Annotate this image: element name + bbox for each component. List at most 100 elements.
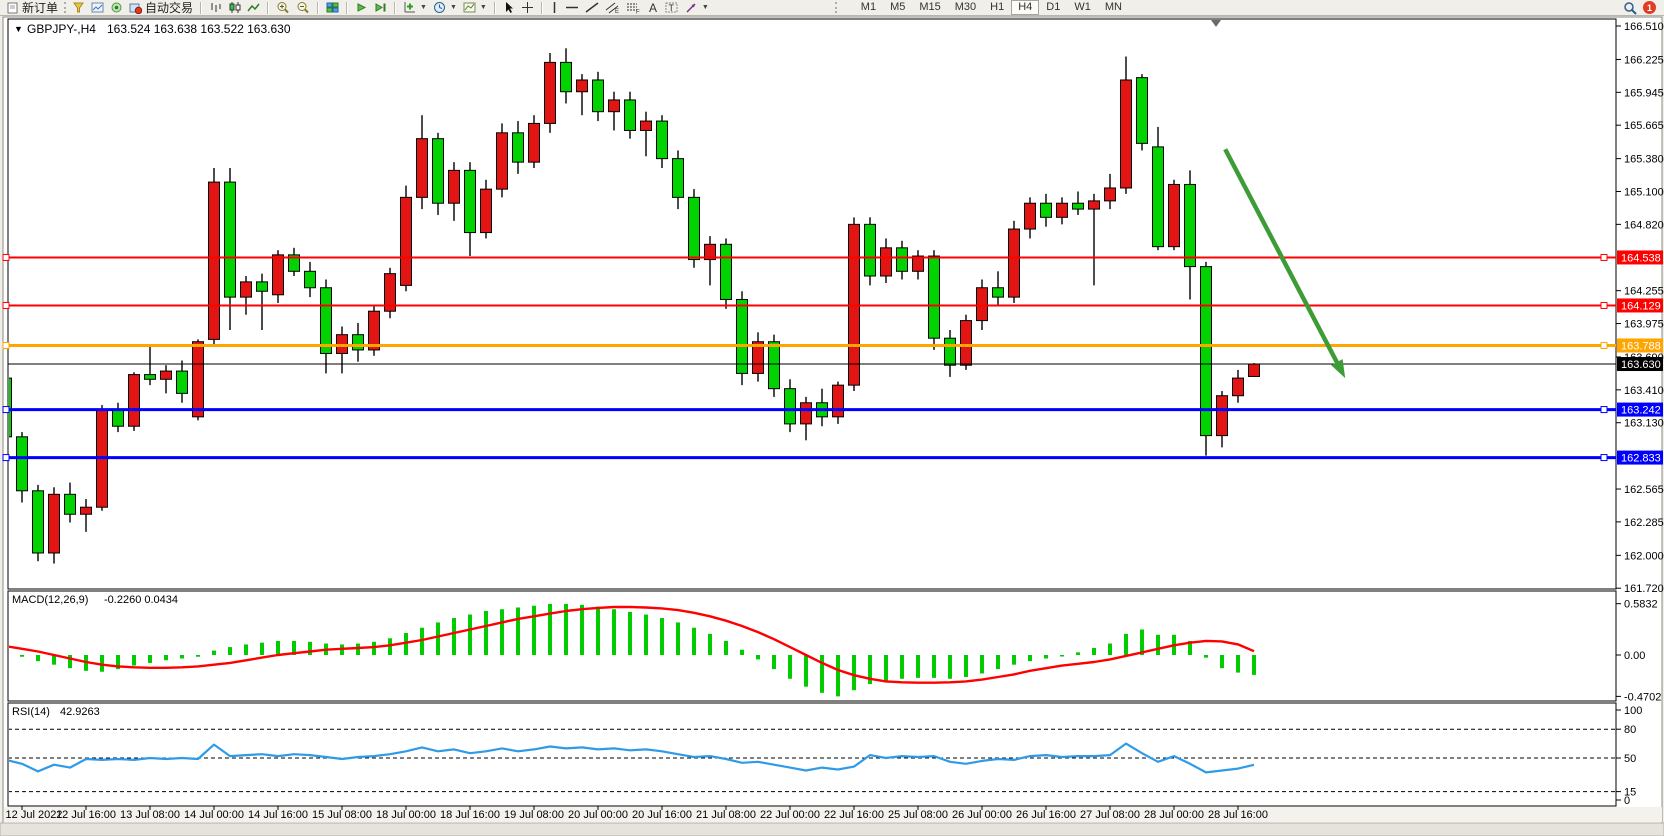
svg-text:166.225: 166.225 xyxy=(1624,54,1664,66)
crosshair-button[interactable] xyxy=(518,1,537,15)
svg-text:14 Jul 00:00: 14 Jul 00:00 xyxy=(184,809,244,821)
svg-text:165.665: 165.665 xyxy=(1624,120,1664,132)
svg-text:164.538: 164.538 xyxy=(1621,252,1661,264)
periods-button[interactable]: ▼ xyxy=(430,1,460,15)
tf-w1-button[interactable]: W1 xyxy=(1074,1,1091,13)
rsi-value: 42.9263 xyxy=(60,706,100,718)
svg-text:19 Jul 08:00: 19 Jul 08:00 xyxy=(504,809,564,821)
tf-h1-button[interactable]: H1 xyxy=(990,1,1005,13)
vertical-line-icon xyxy=(553,2,556,13)
line-chart-icon xyxy=(247,3,260,12)
svg-text:166.510: 166.510 xyxy=(1624,21,1664,33)
trend-arrow-object[interactable] xyxy=(1223,148,1346,379)
svg-text:-0.4702: -0.4702 xyxy=(1624,691,1661,703)
svg-text:162.833: 162.833 xyxy=(1621,453,1661,465)
timeframe-toolbar: M1 M5 M15 M30 H1 H4 D1 W1 MN xyxy=(854,0,1129,15)
svg-text:27 Jul 08:00: 27 Jul 08:00 xyxy=(1080,809,1140,821)
new-order-button[interactable]: 新订单 xyxy=(4,1,61,15)
svg-text:28 Jul 16:00: 28 Jul 16:00 xyxy=(1208,809,1268,821)
svg-text:20 Jul 16:00: 20 Jul 16:00 xyxy=(632,809,692,821)
status-strip xyxy=(0,822,1664,836)
svg-text:26 Jul 16:00: 26 Jul 16:00 xyxy=(1016,809,1076,821)
svg-text:22 Jul 00:00: 22 Jul 00:00 xyxy=(760,809,820,821)
svg-text:15: 15 xyxy=(1624,787,1636,799)
chart-shift-button[interactable] xyxy=(371,1,390,15)
svg-text:50: 50 xyxy=(1624,753,1636,765)
svg-text:163.788: 163.788 xyxy=(1621,340,1661,352)
templates-icon xyxy=(463,2,476,13)
svg-text:F: F xyxy=(636,10,640,15)
horizontal-line-objects[interactable] xyxy=(2,253,1616,462)
candlestick-chart-icon xyxy=(229,2,241,13)
svg-text:E: E xyxy=(615,9,619,14)
chart-shift-marker[interactable] xyxy=(1211,20,1221,27)
trendline-button[interactable] xyxy=(582,1,602,15)
equidistant-channel-button[interactable]: E xyxy=(602,1,623,15)
history-button[interactable] xyxy=(69,1,88,15)
time-axis-strip xyxy=(4,807,1662,822)
horizontal-line-button[interactable] xyxy=(562,1,582,15)
notifications-badge[interactable]: 1 xyxy=(1643,1,1656,14)
charts-button[interactable] xyxy=(88,1,107,15)
equidistant-channel-icon: E xyxy=(605,2,619,14)
cursor-button[interactable] xyxy=(500,1,518,15)
tf-mn-button[interactable]: MN xyxy=(1104,1,1122,13)
fibonacci-icon: F xyxy=(626,3,640,15)
rsi-pane[interactable] xyxy=(7,702,1617,807)
new-order-icon xyxy=(7,2,18,13)
svg-text:165.945: 165.945 xyxy=(1624,87,1664,99)
tf-m30-button[interactable]: M30 xyxy=(954,1,977,13)
svg-text:164.255: 164.255 xyxy=(1624,286,1664,298)
search-icon[interactable] xyxy=(1623,1,1637,15)
tf-h4-button[interactable]: H4 xyxy=(1011,0,1040,15)
vertical-line-button[interactable] xyxy=(547,1,562,15)
history-icon xyxy=(73,2,84,13)
tf-m5-button[interactable]: M5 xyxy=(890,1,906,13)
svg-text:100: 100 xyxy=(1624,705,1642,717)
svg-text:161.720: 161.720 xyxy=(1624,583,1664,595)
svg-text:12 Jul 2022: 12 Jul 2022 xyxy=(6,809,63,821)
tile-windows-button[interactable] xyxy=(323,1,342,15)
svg-text:164.820: 164.820 xyxy=(1624,219,1664,231)
candlestick-chart-button[interactable] xyxy=(225,1,244,15)
auto-trading-button[interactable]: 自动交易 xyxy=(126,1,196,15)
svg-text:80: 80 xyxy=(1624,724,1636,736)
macd-values: -0.2260 0.0434 xyxy=(104,594,178,606)
bar-chart-icon xyxy=(211,3,221,12)
svg-text:20 Jul 00:00: 20 Jul 00:00 xyxy=(568,809,628,821)
line-chart-button[interactable] xyxy=(244,1,263,15)
svg-text:28 Jul 00:00: 28 Jul 00:00 xyxy=(1144,809,1204,821)
svg-text:163.630: 163.630 xyxy=(1621,359,1661,371)
svg-text:162.565: 162.565 xyxy=(1624,484,1664,496)
text-icon: A xyxy=(649,1,657,14)
auto-trading-icon xyxy=(129,3,143,14)
zoom-out-icon xyxy=(297,2,309,14)
tf-d1-button[interactable]: D1 xyxy=(1046,1,1061,13)
chart-plot-area[interactable] xyxy=(7,18,1617,590)
alerts-button[interactable] xyxy=(107,1,126,15)
fibonacci-button[interactable]: F xyxy=(623,1,644,15)
svg-text:163.410: 163.410 xyxy=(1624,385,1664,397)
svg-text:163.130: 163.130 xyxy=(1624,418,1664,430)
tf-m15-button[interactable]: M15 xyxy=(919,1,941,13)
text-button[interactable]: A xyxy=(644,1,662,15)
alerts-icon xyxy=(111,2,122,13)
tf-m1-button[interactable]: M1 xyxy=(860,1,877,13)
svg-text:165.380: 165.380 xyxy=(1624,154,1664,166)
indicator-axes: 0.5832 0.00 -0.4702 100 80 50 150 xyxy=(1616,599,1661,807)
arrows-tool-button[interactable]: ▼ xyxy=(682,1,712,15)
svg-text:T: T xyxy=(668,3,674,13)
chart-dropdown-icon[interactable]: ▼ xyxy=(14,24,23,34)
macd-label: MACD(12,26,9) xyxy=(12,594,88,606)
indicators-button[interactable]: ▼ xyxy=(400,1,430,15)
macd-pane[interactable] xyxy=(7,590,1617,702)
bar-chart-button[interactable] xyxy=(206,1,225,15)
svg-text:21 Jul 08:00: 21 Jul 08:00 xyxy=(696,809,756,821)
templates-button[interactable]: ▼ xyxy=(460,1,490,15)
auto-scroll-button[interactable] xyxy=(352,1,371,15)
zoom-in-button[interactable] xyxy=(273,1,293,15)
zoom-out-button[interactable] xyxy=(293,1,313,15)
crosshair-icon xyxy=(521,2,533,13)
tile-windows-icon xyxy=(326,2,339,13)
text-label-button[interactable]: T xyxy=(662,1,682,15)
